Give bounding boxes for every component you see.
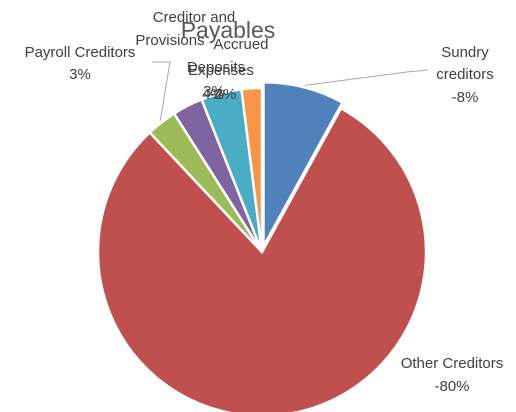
slice-value-label-deposits: 4% bbox=[202, 86, 224, 103]
slice-name-label-other-creditors: Other Creditors bbox=[401, 355, 504, 372]
slice-name-label-accrued-expenses-line-2: Expenses bbox=[188, 62, 254, 79]
chart-title: Payables bbox=[181, 17, 276, 43]
slice-value-label-sundry-creditors: -8% bbox=[452, 89, 479, 106]
slice-name-label-deposits: Deposits bbox=[187, 59, 245, 76]
pie-slice-other-creditors bbox=[96, 106, 428, 412]
pie-slice-accrued-expenses bbox=[240, 86, 264, 253]
slice-name-label-creditor-and-provisions-line-1: Creditor and bbox=[153, 9, 236, 26]
slice-name-label-accrued-expenses-line-1: Accrued bbox=[213, 36, 268, 53]
slice-name-label-sundry-creditors-line-1: Sundry bbox=[441, 44, 489, 61]
leader-line-payroll-creditors bbox=[152, 61, 171, 121]
slice-name-label-creditor-and-provisions-line-2: Provisions bbox=[135, 32, 204, 49]
slice-value-label-other-creditors: -80% bbox=[434, 378, 469, 395]
pie-slice-sundry-creditors bbox=[262, 80, 345, 247]
slice-name-label-payroll-creditors: Payroll Creditors bbox=[25, 44, 136, 61]
slice-value-label-accrued-expenses: -2% bbox=[210, 86, 237, 103]
leader-line-sundry-creditors bbox=[304, 69, 429, 86]
slice-value-label-creditor-and-provisions: 3% bbox=[203, 83, 225, 100]
slice-name-label-sundry-creditors-line-2: creditors bbox=[436, 66, 494, 83]
slice-value-label-payroll-creditors: 3% bbox=[69, 66, 91, 83]
